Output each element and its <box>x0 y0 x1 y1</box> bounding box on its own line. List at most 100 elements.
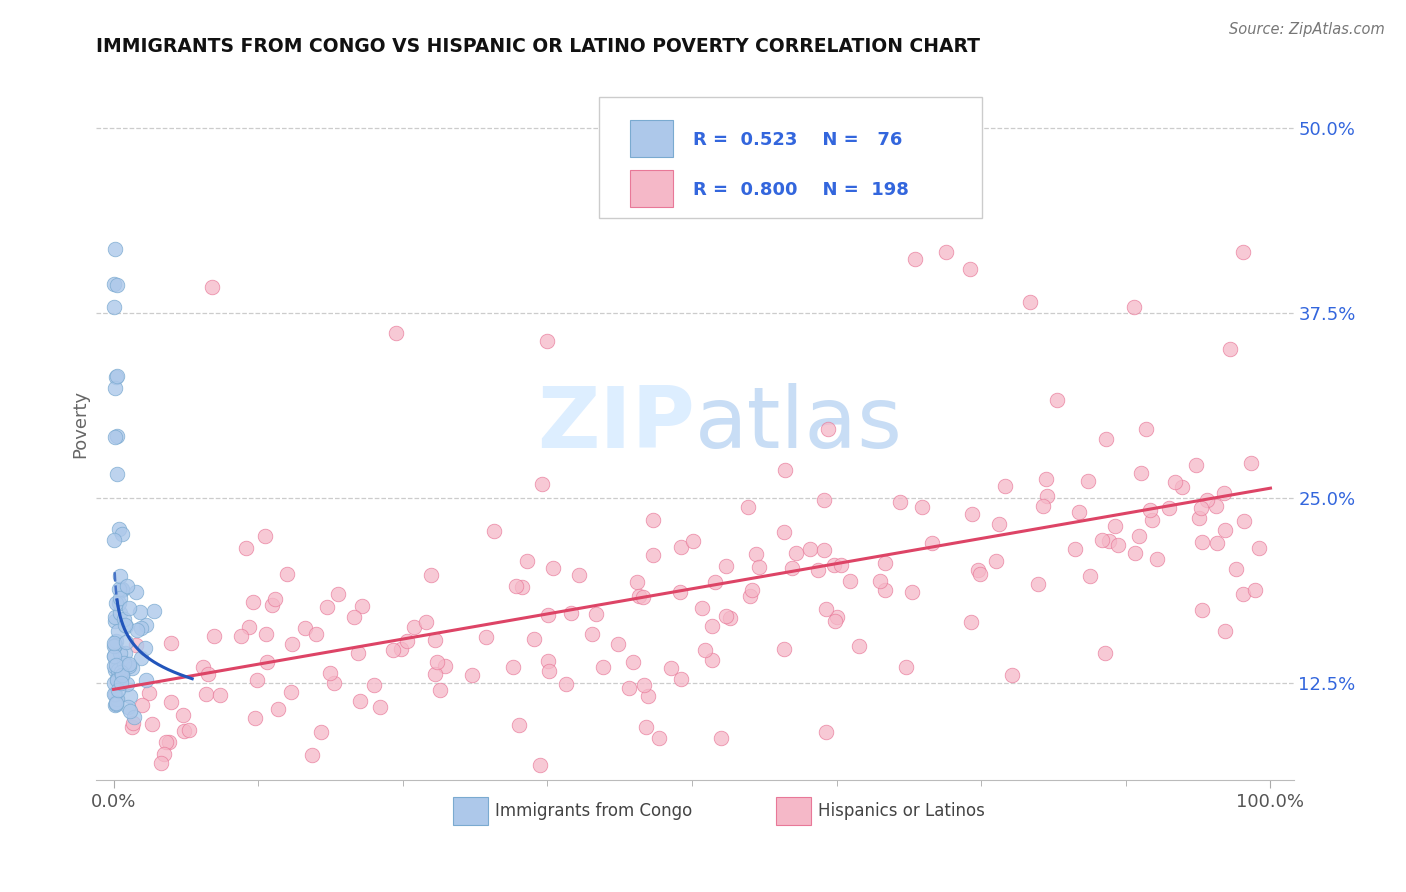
Point <box>177 723 200 738</box>
Point <box>110 606 132 620</box>
Point <box>104 658 127 673</box>
Point <box>643 549 665 563</box>
Point <box>280 684 302 698</box>
Point <box>103 301 125 315</box>
Point <box>322 676 344 690</box>
Point <box>121 661 143 675</box>
Point <box>173 724 195 739</box>
Text: ZIP: ZIP <box>537 383 695 466</box>
Point <box>160 695 183 709</box>
Point <box>309 724 332 739</box>
Point <box>994 479 1017 493</box>
Point <box>254 627 277 641</box>
Point <box>266 702 288 716</box>
Point <box>238 620 260 634</box>
Point <box>105 696 128 710</box>
Point <box>1164 475 1187 489</box>
Point <box>1233 514 1256 528</box>
Point <box>103 277 125 291</box>
Point <box>461 668 484 682</box>
Point <box>1026 577 1049 591</box>
Point <box>1091 533 1114 547</box>
Point <box>243 711 266 725</box>
Point <box>780 561 803 575</box>
Point <box>111 669 134 683</box>
Point <box>825 609 848 624</box>
Point <box>1095 432 1118 446</box>
Point <box>773 642 796 657</box>
Point <box>104 638 127 652</box>
Point <box>1098 533 1121 548</box>
Point <box>1191 535 1213 549</box>
Point <box>235 541 257 556</box>
Point <box>246 673 269 688</box>
Point <box>131 650 153 665</box>
Point <box>894 660 917 674</box>
Point <box>402 620 425 634</box>
Point <box>529 757 551 772</box>
Point <box>523 632 546 646</box>
Point <box>960 507 983 521</box>
Point <box>1001 668 1024 682</box>
Point <box>966 563 988 577</box>
Point <box>568 568 591 582</box>
Point <box>748 560 770 574</box>
Point <box>384 326 406 340</box>
Point <box>105 596 128 610</box>
Point <box>935 245 957 260</box>
Point <box>1157 500 1180 515</box>
Point <box>710 731 733 745</box>
Point <box>110 676 132 690</box>
Text: Source: ZipAtlas.com: Source: ZipAtlas.com <box>1229 22 1385 37</box>
Point <box>104 370 127 384</box>
Point <box>104 697 127 711</box>
Point <box>505 579 527 593</box>
Point <box>350 599 373 614</box>
Point <box>231 629 253 643</box>
Point <box>115 579 138 593</box>
Point <box>700 653 723 667</box>
FancyBboxPatch shape <box>630 120 673 157</box>
Point <box>848 639 870 653</box>
Point <box>423 632 446 647</box>
Point <box>785 546 807 560</box>
Point <box>103 533 125 548</box>
Point <box>838 574 860 589</box>
Point <box>301 747 323 762</box>
Point <box>105 369 128 384</box>
Point <box>693 642 716 657</box>
Point <box>502 659 524 673</box>
Point <box>773 463 796 477</box>
Point <box>209 688 232 702</box>
Point <box>969 567 991 582</box>
Point <box>134 641 156 656</box>
Point <box>682 533 704 548</box>
Point <box>110 646 132 660</box>
FancyBboxPatch shape <box>630 170 673 207</box>
Point <box>118 659 141 673</box>
Point <box>889 495 911 509</box>
Point <box>263 591 285 606</box>
Point <box>194 687 217 701</box>
Point <box>281 637 304 651</box>
Point <box>1077 474 1099 488</box>
Point <box>921 535 943 549</box>
Point <box>1104 519 1126 533</box>
Point <box>105 673 128 688</box>
Point <box>142 604 165 618</box>
Point <box>555 677 578 691</box>
Point <box>318 666 340 681</box>
Point <box>294 621 316 635</box>
Point <box>560 607 582 621</box>
Point <box>1135 422 1157 436</box>
Point <box>131 698 153 713</box>
Point <box>636 720 658 734</box>
Point <box>104 614 127 628</box>
Point <box>141 716 163 731</box>
Point <box>103 635 125 649</box>
Point <box>150 756 173 771</box>
Point <box>516 554 538 568</box>
Point <box>104 687 127 701</box>
Point <box>1171 480 1194 494</box>
Point <box>482 524 505 539</box>
